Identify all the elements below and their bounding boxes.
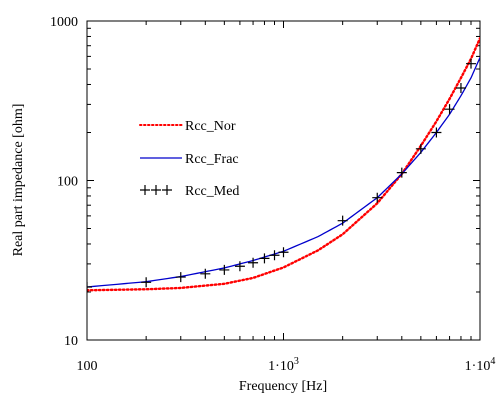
series-line-Rcc_Nor bbox=[87, 37, 480, 292]
data-point-marker bbox=[278, 247, 289, 258]
tick-marks bbox=[86, 21, 480, 341]
data-point-marker bbox=[219, 264, 230, 275]
legend-item-Rcc_Med: Rcc_Med bbox=[140, 184, 239, 199]
x-axis-title: Frequency [Hz] bbox=[239, 379, 327, 394]
data-point-marker bbox=[141, 277, 152, 288]
data-point-marker bbox=[200, 268, 211, 279]
x-tick-label: 100 bbox=[77, 359, 98, 374]
plot-frame bbox=[86, 20, 481, 341]
data-point-marker bbox=[234, 261, 245, 272]
data-point-marker bbox=[337, 215, 348, 226]
data-point-marker bbox=[372, 192, 383, 203]
legend-marker bbox=[140, 185, 150, 195]
data-point-marker bbox=[175, 272, 186, 283]
data-point-marker bbox=[259, 253, 270, 264]
legend-item-Rcc_Frac: Rcc_Frac bbox=[140, 152, 239, 167]
x-tick-exponent: 4 bbox=[490, 356, 495, 367]
data-point-marker bbox=[455, 83, 466, 94]
y-tick-label: 1000 bbox=[50, 15, 78, 30]
data-point-marker bbox=[466, 58, 477, 69]
legend-item-Rcc_Nor: Rcc_Nor bbox=[139, 119, 236, 134]
data-point-marker bbox=[87, 281, 92, 292]
legend-marker bbox=[162, 185, 172, 195]
data-point-marker bbox=[444, 104, 455, 115]
y-tick-label: 100 bbox=[57, 175, 78, 190]
x-tick-label: 1·103 bbox=[268, 356, 299, 374]
data-point-marker bbox=[248, 257, 259, 268]
legend-label: Rcc_Frac bbox=[185, 152, 239, 167]
x-tick-exponent: 3 bbox=[294, 356, 299, 367]
legend-marker bbox=[151, 185, 161, 195]
data-point-marker bbox=[415, 143, 426, 154]
data-point-marker bbox=[396, 167, 407, 178]
x-tick-label: 1·104 bbox=[465, 356, 496, 374]
data-point-marker bbox=[269, 250, 280, 261]
y-tick-label: 10 bbox=[64, 334, 78, 349]
tick-labels: 100 1·103 1·104 10 100 1000 bbox=[50, 15, 495, 374]
legend-label: Rcc_Med bbox=[185, 184, 239, 199]
data-point-marker bbox=[431, 127, 442, 138]
series-line-Rcc_Frac bbox=[87, 57, 480, 288]
y-axis-title: Real part impedance [ohm] bbox=[11, 104, 26, 257]
series-Rcc_Med-markers bbox=[87, 58, 477, 292]
series-group bbox=[87, 37, 480, 292]
legend: Rcc_Nor Rcc_Frac Rcc_Med bbox=[139, 119, 239, 199]
legend-label: Rcc_Nor bbox=[185, 119, 236, 134]
